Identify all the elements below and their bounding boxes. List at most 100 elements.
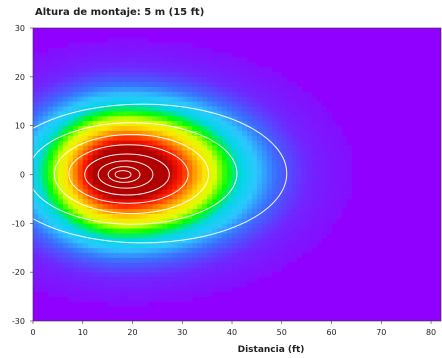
heatmap-cell	[237, 86, 243, 92]
heatmap-cell	[296, 115, 303, 122]
heatmap-cell	[47, 159, 54, 166]
heatmap-cell	[197, 237, 203, 244]
heatmap-cell	[227, 71, 233, 78]
heatmap-cell	[142, 237, 148, 244]
heatmap-cell	[82, 257, 89, 263]
heatmap-cell	[266, 96, 273, 102]
heatmap-cell	[281, 179, 288, 185]
heatmap-cell	[152, 272, 158, 278]
heatmap-cell	[266, 223, 273, 229]
heatmap-cell	[281, 174, 288, 180]
heatmap-cell	[37, 140, 44, 146]
heatmap-cell	[207, 291, 213, 297]
heatmap-cell	[232, 115, 238, 122]
heatmap-cell	[316, 140, 322, 146]
heatmap-cell	[107, 233, 113, 239]
heatmap-cell	[97, 71, 104, 78]
heatmap-cell	[157, 257, 163, 263]
heatmap-cell	[147, 218, 153, 224]
heatmap-cell	[187, 86, 193, 92]
heatmap-cell	[197, 233, 203, 239]
heatmap-cell	[187, 76, 193, 83]
heatmap-cell	[82, 208, 89, 214]
heatmap-cell	[122, 252, 128, 258]
heatmap-cell	[137, 57, 143, 63]
heatmap-cell	[127, 267, 133, 273]
heatmap-cell	[237, 125, 243, 131]
heatmap-cell	[72, 252, 79, 258]
heatmap-cell	[246, 159, 253, 166]
heatmap-cell	[52, 120, 59, 127]
heatmap-cell	[137, 150, 143, 156]
heatmap-cell	[122, 286, 128, 293]
heatmap-cell	[197, 91, 203, 97]
heatmap-cell	[132, 218, 138, 224]
heatmap-cell	[237, 106, 243, 112]
heatmap-cell	[52, 169, 59, 175]
heatmap-cell	[217, 67, 223, 73]
heatmap-cell	[207, 57, 213, 63]
heatmap-cell	[187, 237, 193, 244]
heatmap-cell	[321, 145, 327, 151]
heatmap-cell	[256, 81, 263, 87]
heatmap-cell	[197, 145, 203, 151]
heatmap-cell	[237, 184, 243, 190]
heatmap-cell	[276, 86, 283, 92]
heatmap-cell	[197, 71, 203, 78]
heatmap-cell	[346, 179, 352, 185]
heatmap-cell	[251, 96, 258, 102]
heatmap-cell	[87, 281, 94, 288]
heatmap-cell	[132, 296, 138, 302]
heatmap-cell	[92, 223, 99, 229]
heatmap-cell	[256, 101, 263, 107]
heatmap-cell	[157, 62, 163, 68]
heatmap-cell	[147, 213, 153, 219]
heatmap-cell	[291, 218, 298, 224]
heatmap-cell	[301, 208, 308, 214]
heatmap-cell	[306, 194, 312, 200]
heatmap-cell	[62, 267, 69, 273]
heatmap-cell	[77, 101, 84, 107]
heatmap-cell	[67, 91, 74, 97]
heatmap-cell	[142, 125, 148, 131]
x-tick-label: 20	[127, 328, 137, 337]
heatmap-cell	[102, 91, 108, 97]
heatmap-cell	[286, 179, 293, 185]
heatmap-cell	[52, 198, 59, 205]
heatmap-cell	[306, 120, 312, 127]
heatmap-cell	[87, 81, 94, 87]
heatmap-cell	[142, 154, 148, 161]
heatmap-cell	[296, 174, 303, 180]
heatmap-cell	[336, 130, 342, 136]
heatmap-cell	[137, 286, 143, 293]
heatmap-cell	[37, 101, 44, 107]
heatmap-cell	[202, 208, 208, 214]
heatmap-cell	[72, 257, 79, 263]
heatmap-cell	[72, 247, 79, 253]
heatmap-cell	[276, 262, 283, 268]
heatmap-cell	[82, 57, 89, 63]
heatmap-cell	[117, 242, 123, 249]
heatmap-cell	[202, 213, 208, 219]
heatmap-cell	[167, 203, 173, 210]
heatmap-cell	[42, 223, 49, 229]
heatmap-cell	[67, 223, 74, 229]
heatmap-cell	[167, 233, 173, 239]
heatmap-cell	[207, 213, 213, 219]
heatmap-cell	[227, 247, 233, 253]
heatmap-cell	[227, 111, 233, 117]
heatmap-cell	[57, 262, 64, 268]
heatmap-cell	[92, 135, 99, 141]
heatmap-cell	[142, 164, 148, 170]
heatmap-cell	[222, 237, 228, 244]
heatmap-cell	[147, 223, 153, 229]
heatmap-cell	[112, 252, 118, 258]
heatmap-cell	[177, 150, 183, 156]
heatmap-cell	[251, 169, 258, 175]
heatmap-cell	[321, 154, 327, 161]
heatmap-cell	[102, 291, 108, 297]
heatmap-cell	[112, 47, 118, 53]
heatmap-cell	[217, 140, 223, 146]
heatmap-cell	[127, 115, 133, 122]
chart-title: Altura de montaje: 5 m (15 ft)	[35, 7, 204, 18]
